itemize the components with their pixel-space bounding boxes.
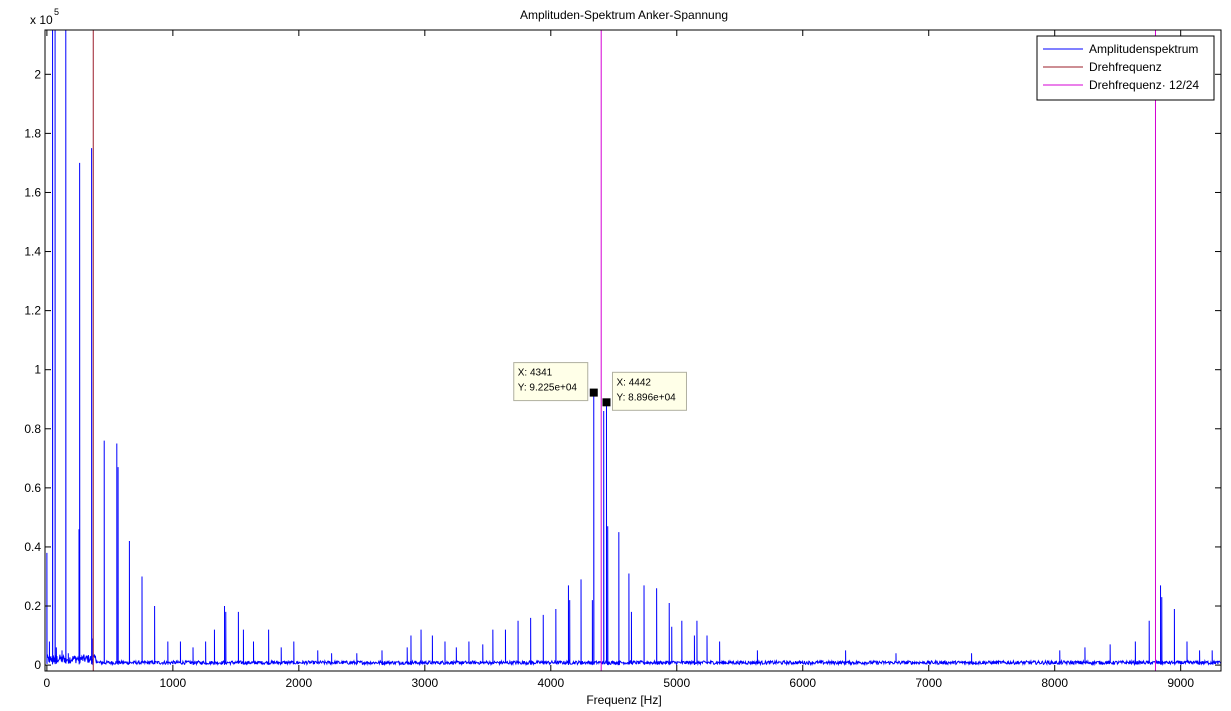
y-tick-label: 1.8: [24, 126, 41, 140]
annotation-layer: X: 4341 Y: 9.225e+04 X: 4442 Y: 8.896e+04: [513, 362, 687, 411]
x-tick-label: 9000: [1167, 676, 1194, 690]
x-tick-label: 6000: [789, 676, 816, 690]
x-tick-label: 5000: [663, 676, 690, 690]
legend-entry: Drehfrequenz· 12/24: [1089, 78, 1199, 92]
legend-entry: Amplitudenspektrum: [1089, 42, 1198, 56]
axes-frame: [44, 29, 1222, 672]
datatip-marker: [602, 398, 611, 407]
series-layer: [46, 30, 1221, 671]
datatip-x: X: 4442: [616, 377, 651, 388]
y-exponent-power: 5: [54, 7, 59, 17]
y-tick-label: 1.2: [24, 304, 41, 318]
x-tick-label: 3000: [411, 676, 438, 690]
y-tick-label: 2: [34, 67, 41, 81]
y-exponent-label: x 10 5: [30, 7, 59, 27]
spectrum-line: [46, 30, 1221, 667]
x-tick-label: 0: [44, 676, 51, 690]
y-tick-label: 0.4: [24, 540, 41, 554]
x-tick-label: 8000: [1041, 676, 1068, 690]
y-tick-label: 1: [34, 363, 41, 377]
datatip-y: Y: 9.225e+04: [518, 383, 578, 394]
legend: Amplitudenspektrum Drehfrequenz Drehfreque…: [1036, 35, 1215, 101]
datatip-y: Y: 8.896e+04: [616, 392, 676, 403]
x-tick-label: 7000: [915, 676, 942, 690]
tick-layer: 0 1000 2000 3000 4000 5000 6000 7000 8000 9000 0 0.…: [24, 30, 1221, 690]
x-tick-label: 4000: [537, 676, 564, 690]
chart-title: Amplituden-Spektrum Anker-Spannung: [520, 8, 728, 22]
y-tick-label: 0.8: [24, 422, 41, 436]
y-tick-label: 0.6: [24, 481, 41, 495]
datatip-box: [513, 362, 589, 402]
y-tick-label: 0: [34, 658, 41, 672]
y-exponent-base: x 10: [30, 13, 53, 27]
plot-area: [45, 30, 1221, 671]
legend-entry: Drehfrequenz: [1089, 60, 1162, 74]
axes-layer: [44, 29, 1222, 672]
x-tick-label: 2000: [285, 676, 312, 690]
datatip-marker: [589, 388, 598, 397]
datatip-x: X: 4341: [518, 368, 553, 379]
y-tick-label: 0.2: [24, 599, 41, 613]
x-tick-label: 1000: [160, 676, 187, 690]
datatip-box: [611, 371, 687, 411]
y-tick-label: 1.4: [24, 245, 41, 259]
x-axis-label: Frequenz [Hz]: [586, 693, 661, 707]
y-tick-label: 1.6: [24, 185, 41, 199]
legend-box: [1036, 35, 1215, 101]
